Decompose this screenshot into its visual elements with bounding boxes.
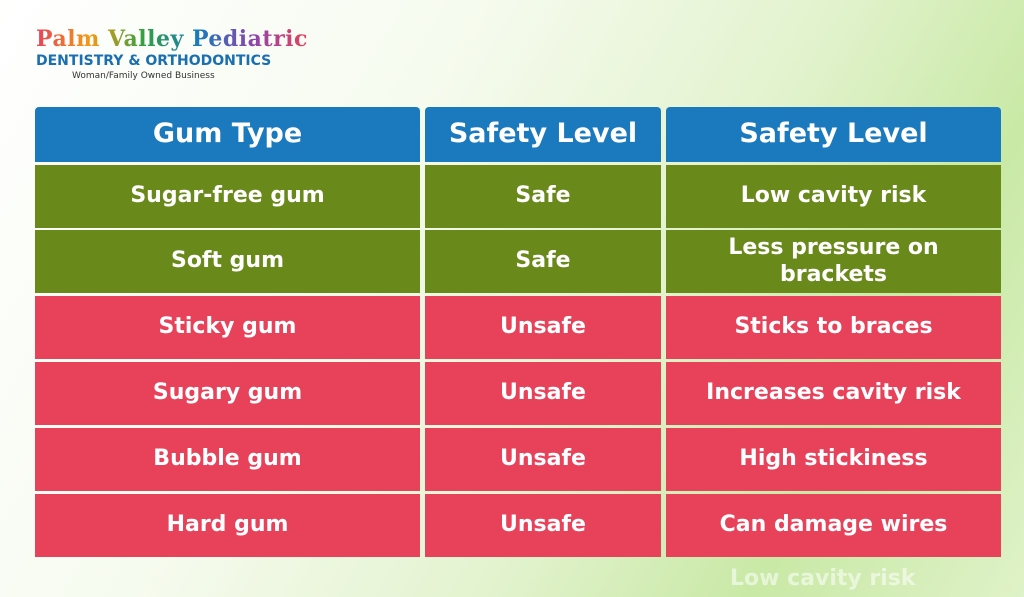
table-cell: Low cavity risk (666, 165, 1001, 228)
table-cell: Less pressure on brackets (666, 230, 1001, 293)
logo-subtitle: DENTISTRY & ORTHODONTICS (36, 53, 272, 69)
logo-name: Palm Valley Pediatric (36, 26, 308, 52)
table-cell: Sticky gum (35, 296, 420, 359)
table-cell: Can damage wires (666, 494, 1001, 557)
table-cell: Sugary gum (35, 362, 420, 425)
table-cell: Hard gum (35, 494, 420, 557)
header-cell: Gum Type (35, 107, 420, 162)
table-cell: Unsafe (425, 494, 661, 557)
table-cell: Increases cavity risk (666, 362, 1001, 425)
table-cell: Sugar-free gum (35, 165, 420, 228)
table-cell: Safe (425, 230, 661, 293)
table-cell: Unsafe (425, 362, 661, 425)
table-cell: Unsafe (425, 296, 661, 359)
table-cell: Soft gum (35, 230, 420, 293)
table-cell: Bubble gum (35, 428, 420, 491)
table-cell: Safe (425, 165, 661, 228)
table-cell: Unsafe (425, 428, 661, 491)
table-cell: High stickiness (666, 428, 1001, 491)
ghost-text: Low cavity risk (730, 566, 916, 591)
table-cell: Sticks to braces (666, 296, 1001, 359)
logo-tagline: Woman/Family Owned Business (72, 71, 215, 81)
header-cell: Safety Level (666, 107, 1001, 162)
header-cell: Safety Level (425, 107, 661, 162)
